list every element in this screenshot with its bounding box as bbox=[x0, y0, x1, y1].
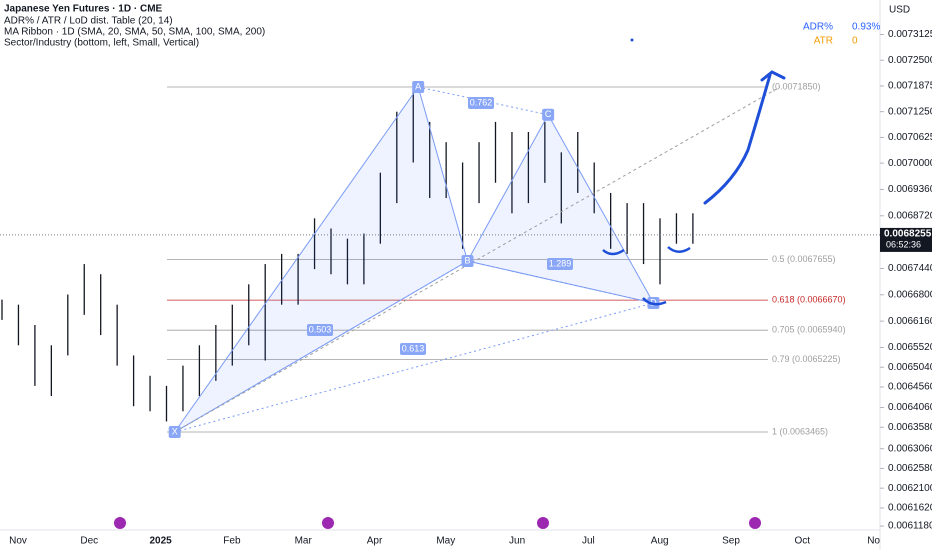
x-tick-label: May bbox=[436, 536, 455, 547]
y-tick-label: 0.0071250 bbox=[888, 106, 932, 117]
plot: (0.0071850) 0.5 (0.0067655) 0.618 (0.00666… bbox=[1, 80, 846, 439]
y-tick-label: 0.0063580 bbox=[888, 422, 932, 433]
fib-label: 0.705 (0.0065940) bbox=[772, 325, 846, 335]
ratio-label: 0.503 bbox=[309, 324, 332, 334]
ratio-label: 0.613 bbox=[402, 343, 425, 353]
x-tick-label: Jun bbox=[509, 536, 525, 547]
x-tick-label: Dec bbox=[80, 536, 98, 547]
pattern-xab bbox=[174, 85, 469, 433]
point-label: A bbox=[415, 81, 421, 91]
x-tick-label: Nov bbox=[9, 536, 27, 547]
y-tick-label: 0.0072500 bbox=[888, 55, 932, 66]
indicator: MA Ribbon · 1D (SMA, 20, SMA, 50, SMA, 1… bbox=[4, 27, 265, 38]
drawing bbox=[602, 248, 625, 256]
indicator: ADR% / ATR / LoD dist. Table (20, 14) bbox=[4, 16, 173, 27]
x-tick-label: Jul bbox=[582, 536, 595, 547]
fib-label: 1 (0.0063465) bbox=[772, 426, 828, 436]
table-label: ADR% bbox=[803, 22, 833, 33]
x-tick-label: No bbox=[867, 536, 880, 547]
x-tick-label: Mar bbox=[295, 536, 313, 547]
price-tag-countdown: 06:52:36 bbox=[886, 239, 921, 249]
point-label: C bbox=[545, 109, 552, 119]
y-tick-label: 0.0070625 bbox=[888, 132, 932, 143]
ratio-badge bbox=[468, 97, 494, 109]
y-tick-label: 0.0065520 bbox=[888, 342, 932, 353]
currency: USD bbox=[889, 5, 910, 16]
ratio-badge bbox=[400, 343, 426, 355]
ratio-label: 0.762 bbox=[470, 97, 493, 107]
y-tick-label: 0.0061620 bbox=[888, 503, 932, 514]
drawing bbox=[667, 246, 691, 253]
y-tick-label: 0.0066800 bbox=[888, 289, 932, 300]
fib-label: 0.79 (0.0065225) bbox=[772, 354, 841, 364]
table-value: 0.93% bbox=[852, 22, 880, 33]
x-tick-label: Aug bbox=[651, 536, 669, 547]
drawing bbox=[642, 297, 667, 306]
x-tick-label: Apr bbox=[367, 536, 383, 547]
y-tick-label: 0.0065040 bbox=[888, 362, 932, 373]
table-value: 0 bbox=[852, 36, 858, 47]
ratio-badge bbox=[307, 324, 333, 336]
y-tick-label: 0.0062580 bbox=[888, 463, 932, 474]
y-tick-label: 0.0073125 bbox=[888, 29, 932, 40]
y-tick-label: 0.0070000 bbox=[888, 158, 932, 169]
point-label: B bbox=[465, 255, 471, 265]
x-tick-label: Oct bbox=[795, 536, 811, 547]
y-tick-label: 0.0071875 bbox=[888, 81, 932, 92]
ratio-label: 1.289 bbox=[549, 258, 572, 268]
y-tick-label: 0.0064560 bbox=[888, 382, 932, 393]
indicator: Sector/Industry (bottom, left, Small, Ve… bbox=[4, 38, 199, 49]
fib-label: (0.0071850) bbox=[772, 81, 821, 91]
fib-label: 0.618 (0.0066670) bbox=[772, 295, 846, 305]
x-tick-label: Feb bbox=[223, 536, 241, 547]
x-tick-label: 2025 bbox=[149, 536, 172, 547]
x-tick-label: Sep bbox=[722, 536, 740, 547]
point-badge bbox=[542, 108, 555, 121]
point-badge bbox=[461, 255, 474, 268]
point-badge bbox=[168, 426, 181, 439]
point-label: X bbox=[172, 426, 178, 436]
point-badge bbox=[412, 80, 425, 93]
pattern-ratio-line bbox=[467, 260, 654, 304]
y-tick-label: 0.0061180 bbox=[888, 521, 932, 532]
point-label: D bbox=[650, 297, 657, 307]
trend-line bbox=[174, 86, 781, 433]
y-tick-label: 0.0069360 bbox=[888, 184, 932, 195]
table-label: ATR bbox=[814, 36, 833, 47]
pattern-ratio-line bbox=[174, 260, 468, 433]
y-tick-label: 0.0067440 bbox=[888, 263, 932, 274]
fib-label: 0.5 (0.0067655) bbox=[772, 254, 836, 264]
y-tick-label: 0.0068720 bbox=[888, 210, 932, 221]
y-tick-label: 0.0062100 bbox=[888, 483, 932, 494]
event-icons bbox=[114, 517, 761, 529]
price-tag bbox=[880, 227, 932, 252]
y-tick-label: 0.0066160 bbox=[888, 316, 932, 327]
ratio-badge bbox=[547, 258, 573, 270]
price-tag-value: 0.0068255 bbox=[884, 229, 932, 240]
projection-arrow bbox=[703, 70, 786, 205]
y-tick-label: 0.0064060 bbox=[888, 402, 932, 413]
dot bbox=[630, 38, 634, 42]
title: Japanese Yen Futures · 1D · CME bbox=[4, 4, 163, 15]
y-tick-label: 0.0063060 bbox=[888, 443, 932, 454]
